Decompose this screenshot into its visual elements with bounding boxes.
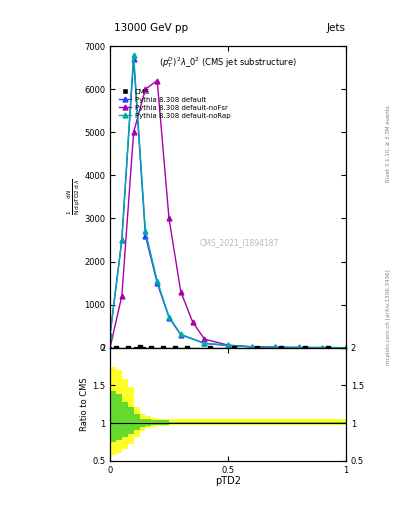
Pythia 8.308 default bbox=[155, 280, 160, 286]
Pythia 8.308 default-noFsr bbox=[108, 345, 112, 351]
Y-axis label: $\frac{1}{\mathrm{N}}\frac{\mathrm{d}N}{\mathrm{d}\,\mathrm{pTD2}\,\mathrm{d}\,\: $\frac{1}{\mathrm{N}}\frac{\mathrm{d}N}{… bbox=[66, 179, 83, 215]
Pythia 8.308 default bbox=[343, 345, 348, 351]
Pythia 8.308 default-noRap bbox=[143, 228, 148, 234]
Pythia 8.308 default-noFsr bbox=[167, 216, 171, 222]
Pythia 8.308 default-noFsr bbox=[226, 342, 230, 348]
Pythia 8.308 default-noFsr bbox=[320, 345, 325, 351]
Pythia 8.308 default-noRap bbox=[167, 313, 171, 319]
Pythia 8.308 default-noRap bbox=[343, 345, 348, 351]
Line: Pythia 8.308 default-noFsr: Pythia 8.308 default-noFsr bbox=[108, 78, 348, 350]
Pythia 8.308 default-noFsr bbox=[249, 344, 254, 350]
Pythia 8.308 default-noRap bbox=[273, 344, 277, 350]
Text: mcplots.cern.ch [arXiv:1306.3436]: mcplots.cern.ch [arXiv:1306.3436] bbox=[386, 270, 391, 365]
Pythia 8.308 default-noFsr bbox=[273, 344, 277, 350]
Pythia 8.308 default bbox=[320, 345, 325, 351]
Pythia 8.308 default bbox=[296, 345, 301, 351]
Pythia 8.308 default bbox=[131, 56, 136, 62]
Pythia 8.308 default bbox=[119, 237, 124, 243]
Pythia 8.308 default-noFsr bbox=[190, 319, 195, 325]
Pythia 8.308 default bbox=[249, 344, 254, 350]
Pythia 8.308 default-noFsr bbox=[296, 345, 301, 351]
Text: CMS_2021_I1894187: CMS_2021_I1894187 bbox=[200, 238, 279, 247]
Line: Pythia 8.308 default-noRap: Pythia 8.308 default-noRap bbox=[108, 52, 348, 350]
Pythia 8.308 default-noRap bbox=[119, 237, 124, 243]
Pythia 8.308 default bbox=[178, 332, 183, 338]
Pythia 8.308 default-noFsr bbox=[202, 336, 207, 342]
Text: Rivet 3.1.10, ≥ 3.3M events: Rivet 3.1.10, ≥ 3.3M events bbox=[386, 105, 391, 182]
Pythia 8.308 default-noFsr bbox=[143, 86, 148, 92]
Pythia 8.308 default-noRap bbox=[320, 345, 325, 351]
Pythia 8.308 default-noRap bbox=[202, 340, 207, 346]
Text: Jets: Jets bbox=[327, 23, 346, 33]
Pythia 8.308 default-noRap bbox=[131, 52, 136, 58]
Text: $(p_T^D)^2\lambda\_0^2$ (CMS jet substructure): $(p_T^D)^2\lambda\_0^2$ (CMS jet substru… bbox=[159, 55, 297, 70]
Pythia 8.308 default bbox=[143, 232, 148, 239]
Pythia 8.308 default-noFsr bbox=[131, 129, 136, 135]
Pythia 8.308 default-noFsr bbox=[119, 293, 124, 299]
Text: 13000 GeV pp: 13000 GeV pp bbox=[114, 23, 188, 33]
Line: Pythia 8.308 default: Pythia 8.308 default bbox=[108, 56, 348, 350]
Pythia 8.308 default-noRap bbox=[249, 344, 254, 350]
Pythia 8.308 default-noFsr bbox=[155, 77, 160, 83]
Pythia 8.308 default-noRap bbox=[108, 332, 112, 338]
Pythia 8.308 default-noRap bbox=[296, 345, 301, 351]
Pythia 8.308 default-noRap bbox=[226, 342, 230, 348]
Y-axis label: Ratio to CMS: Ratio to CMS bbox=[80, 377, 89, 431]
Pythia 8.308 default-noFsr bbox=[343, 345, 348, 351]
Pythia 8.308 default-noFsr bbox=[178, 289, 183, 295]
Pythia 8.308 default bbox=[202, 340, 207, 347]
Pythia 8.308 default-noRap bbox=[178, 331, 183, 337]
Pythia 8.308 default bbox=[273, 344, 277, 350]
X-axis label: pTD2: pTD2 bbox=[215, 476, 241, 486]
Pythia 8.308 default bbox=[226, 343, 230, 349]
Pythia 8.308 default bbox=[108, 332, 112, 338]
Pythia 8.308 default bbox=[167, 314, 171, 321]
Legend: CMS, Pythia 8.308 default, Pythia 8.308 default-noFsr, Pythia 8.308 default-noRa: CMS, Pythia 8.308 default, Pythia 8.308 … bbox=[116, 86, 233, 121]
Pythia 8.308 default-noRap bbox=[155, 278, 160, 284]
